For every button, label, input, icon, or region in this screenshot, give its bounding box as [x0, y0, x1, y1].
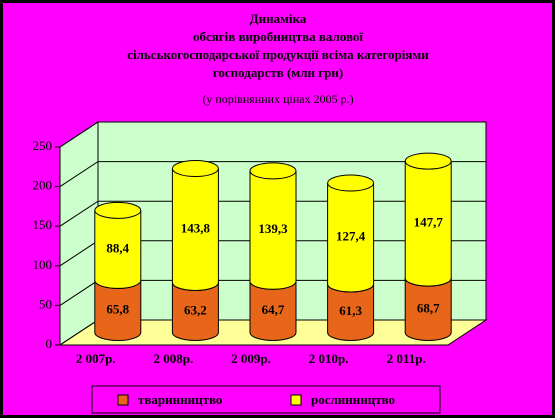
- chart-title-line: обсягів виробництва валової: [193, 29, 363, 44]
- cylinder-top: [404, 152, 452, 170]
- bar-segment: [250, 170, 296, 282]
- x-tick-label: 2 011р.: [387, 351, 426, 366]
- y-tick-label: 150: [33, 217, 53, 232]
- bar-segment: [327, 183, 374, 284]
- value-label: 88,4: [106, 240, 129, 255]
- chart-title-line: господарств (млн грн): [213, 65, 343, 80]
- chart-title-line: сільськогосподарської продукції всіма ка…: [127, 47, 429, 62]
- title-block: Динаміка обсягів виробництва валової сільс…: [127, 11, 429, 80]
- y-tick-label: 100: [33, 257, 53, 272]
- cylinder-top: [327, 174, 375, 192]
- grid-line: [59, 161, 486, 188]
- y-tick-label: 200: [33, 178, 53, 193]
- value-label: 63,2: [184, 302, 207, 317]
- x-tick-label: 2 009р.: [231, 351, 271, 366]
- bar-segment: [405, 278, 452, 333]
- legend-label: рослинництво: [311, 392, 395, 407]
- value-label: 147,7: [414, 215, 444, 230]
- y-tick-label: 0: [46, 336, 53, 351]
- value-label: 127,4: [336, 228, 366, 243]
- grid-line: [59, 121, 486, 148]
- bar-segment: [250, 281, 296, 333]
- chart-subtitle: (у порівнянних цінах 2005 р.): [202, 92, 353, 106]
- cylinder-top: [171, 160, 219, 178]
- x-tick-label: 2 007р.: [76, 351, 116, 366]
- value-label: 64,7: [262, 302, 285, 317]
- y-tick-label: 50: [39, 296, 52, 311]
- bar-segment: [405, 161, 452, 279]
- legend-swatch: [117, 394, 129, 406]
- value-label: 143,8: [181, 220, 211, 235]
- x-tick-label: 2 010р.: [309, 351, 349, 366]
- cylinder-top: [94, 201, 142, 219]
- bar-segment: [94, 210, 141, 281]
- bar-segment: [172, 168, 219, 283]
- side-wall: [59, 121, 99, 346]
- value-label: 139,3: [258, 221, 288, 236]
- y-tick-label: 250: [33, 138, 53, 153]
- x-tick-label: 2 008р.: [154, 351, 194, 366]
- bar-segment: [94, 280, 141, 333]
- value-label: 65,8: [106, 301, 129, 316]
- cylinder-top: [249, 162, 297, 180]
- legend-box: [91, 385, 441, 414]
- legend-swatch: [290, 394, 302, 406]
- value-label: 61,3: [339, 303, 362, 318]
- legend-label: тваринництво: [138, 392, 222, 407]
- value-label: 68,7: [417, 300, 440, 315]
- chart-title-line: Динаміка: [250, 11, 307, 26]
